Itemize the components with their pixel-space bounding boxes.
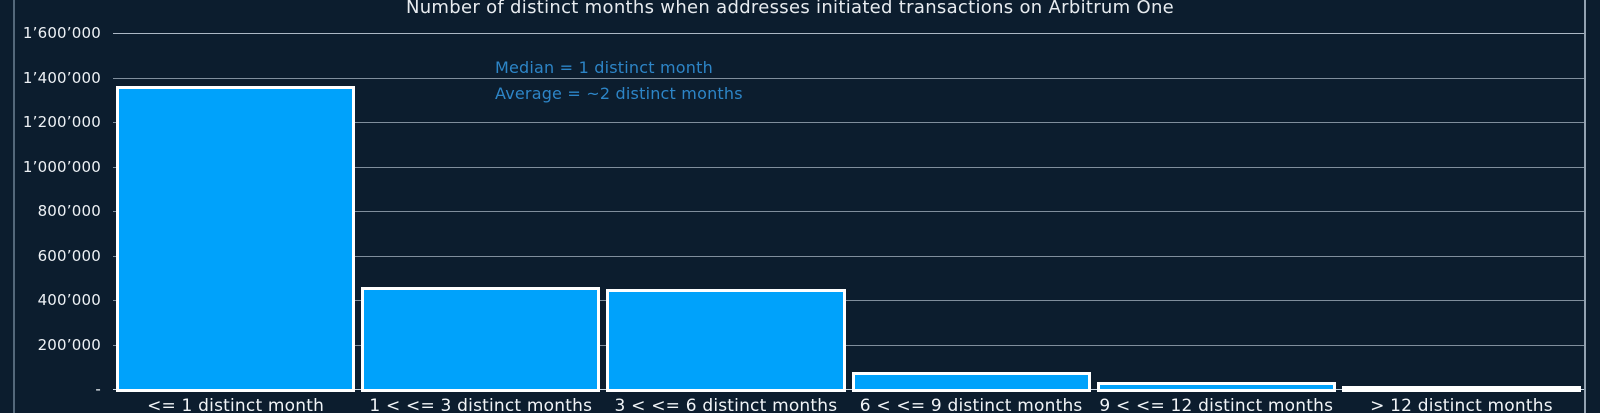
y-axis-tick-label: 1’400’000 bbox=[22, 68, 101, 87]
x-axis-baseline bbox=[113, 389, 1584, 390]
gridline bbox=[113, 255, 1584, 257]
x-axis-tick-label: > 12 distinct months bbox=[1370, 396, 1553, 413]
y-axis-tick-label: 1’600’000 bbox=[22, 24, 101, 42]
bar-slot bbox=[849, 33, 1094, 392]
bar-3-to-6-months[interactable] bbox=[606, 288, 846, 392]
y-axis: 1’600’000 1’400’000 1’200’000 1’000’000 … bbox=[0, 24, 101, 398]
x-axis: <= 1 distinct month 1 < <= 3 distinct mo… bbox=[113, 396, 1584, 413]
y-axis-tick-label: 600’000 bbox=[37, 246, 101, 265]
y-axis-tick-label: 1’000’000 bbox=[22, 157, 101, 176]
gridline bbox=[113, 211, 1584, 212]
x-axis-tick-label: 1 < <= 3 distinct months bbox=[369, 396, 593, 413]
chart-title: Number of distinct months when addresses… bbox=[405, 0, 1175, 18]
median-annotation: Median = 1 distinct month bbox=[495, 58, 713, 77]
y-axis-tick-label: 800’000 bbox=[37, 202, 101, 220]
plot-area bbox=[113, 33, 1584, 392]
bar-series bbox=[113, 33, 1584, 392]
bar-slot bbox=[358, 33, 603, 392]
bar-slot bbox=[113, 33, 358, 392]
x-axis-tick-label: <= 1 distinct month bbox=[147, 396, 325, 413]
bar-slot bbox=[1339, 33, 1584, 392]
gridline bbox=[113, 33, 1584, 34]
y-axis-tick-label: 400’000 bbox=[37, 291, 101, 309]
x-axis-tick-label: 6 < <= 9 distinct months bbox=[859, 396, 1083, 413]
average-annotation: Average = ~2 distinct months bbox=[495, 84, 743, 103]
gridline bbox=[113, 344, 1584, 346]
bar-6-to-9-months[interactable] bbox=[851, 372, 1091, 392]
bar-gt-12-months[interactable] bbox=[1341, 386, 1582, 392]
y-axis-tick-label: 1’200’000 bbox=[22, 113, 101, 131]
bar-slot bbox=[1094, 33, 1339, 392]
x-axis-tick-label: 9 < <= 12 distinct months bbox=[1099, 396, 1334, 413]
y-axis-tick-label: 200’000 bbox=[37, 335, 101, 354]
gridline bbox=[113, 122, 1584, 123]
gridline bbox=[113, 166, 1584, 168]
panel-right-border-line bbox=[1584, 0, 1586, 413]
bar-slot bbox=[603, 33, 848, 392]
bar-9-to-12-months[interactable] bbox=[1096, 382, 1336, 392]
x-axis-tick-label: 3 < <= 6 distinct months bbox=[614, 396, 838, 413]
panel-left-border-line bbox=[13, 0, 15, 413]
gridline bbox=[113, 77, 1584, 79]
bar-1-to-3-months[interactable] bbox=[361, 286, 601, 392]
gridline bbox=[113, 300, 1584, 301]
y-axis-tick-label: - bbox=[95, 380, 101, 398]
bar-le-1-month[interactable] bbox=[116, 86, 356, 392]
